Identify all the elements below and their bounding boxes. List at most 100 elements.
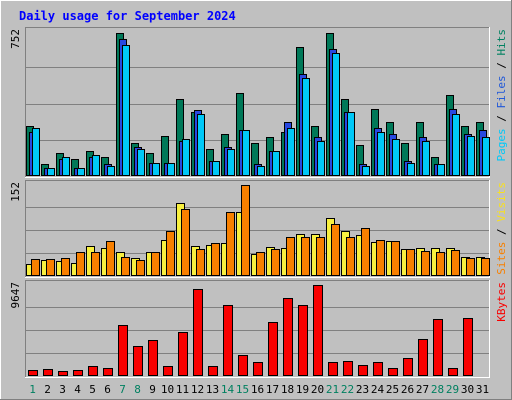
bar-visits-sites-day-19 [301,237,310,276]
bar-kbytes-kbytes-day-10 [163,366,173,376]
panel-hits: 752 Pages / Files / Hits [9,27,508,178]
panel-kbytes-legend-part: KBytes [495,282,508,322]
x-tick-label-day-23: 23 [356,383,369,396]
panel-hits-legend-label: Pages / Files / Hits [495,29,508,162]
bar-kbytes-kbytes-day-6 [103,368,113,376]
chart-panels: 752 Pages / Files / Hits 152 Sites / Visits… [9,27,508,378]
bar-hits-pages-day-28 [437,164,445,176]
bar-kbytes-kbytes-day-25 [388,368,398,376]
bar-hits-pages-day-2 [47,168,55,176]
bar-kbytes-kbytes-day-15 [238,355,248,376]
bar-visits-sites-day-13 [211,243,220,276]
bar-hits-pages-day-20 [317,141,325,176]
bar-visits-sites-day-17 [271,249,280,276]
bar-kbytes-kbytes-day-20 [313,285,323,376]
bar-visits-sites-day-8 [136,260,145,276]
bar-kbytes-kbytes-day-24 [373,362,383,376]
bar-visits-sites-day-22 [346,237,355,276]
bar-visits-sites-day-23 [361,228,370,276]
x-tick-label-day-13: 13 [206,383,219,396]
bar-visits-sites-day-21 [331,224,340,276]
bar-hits-pages-day-4 [77,168,85,176]
x-tick-label-day-19: 19 [296,383,309,396]
bar-hits-pages-day-25 [392,139,400,176]
bar-hits-pages-day-7 [122,45,130,176]
bar-hits-pages-day-26 [407,163,415,176]
x-tick-label-day-28: 28 [431,383,444,396]
bar-visits-sites-day-11 [181,209,190,276]
panel-hits-legend-part: / [495,56,508,76]
x-tick-label-day-29: 29 [446,383,459,396]
bar-visits-sites-day-29 [451,250,460,276]
bar-visits-sites-day-14 [226,212,235,276]
bar-hits-pages-day-13 [212,161,220,176]
x-tick-label-day-16: 16 [251,383,264,396]
panel-hits-legend-part: Pages [495,128,508,161]
bar-visits-sites-day-26 [406,249,415,276]
bar-kbytes-kbytes-day-7 [118,325,128,376]
x-tick-label-day-2: 2 [44,383,51,396]
bar-visits-sites-day-4 [76,252,85,276]
panel-hits-max-label: 752 [9,29,22,49]
bar-visits-sites-day-12 [196,249,205,276]
bar-kbytes-kbytes-day-28 [433,319,443,376]
bar-visits-sites-day-5 [91,252,100,276]
bar-visits-sites-day-16 [256,252,265,276]
panel-visits-legend-label: Sites / Visits [495,182,508,275]
x-tick-label-day-14: 14 [221,383,235,396]
bar-hits-pages-day-29 [452,114,460,176]
x-tick-label-day-20: 20 [311,383,324,396]
bar-hits-pages-day-3 [62,157,70,176]
bar-kbytes-kbytes-day-12 [193,289,203,376]
bar-hits-pages-day-1 [32,128,40,176]
panel-visits-legend-part: / [495,222,508,242]
bar-visits-sites-day-10 [166,231,175,276]
x-tick-label-day-15: 15 [236,383,249,396]
bar-hits-pages-day-5 [92,155,100,176]
bar-hits-pages-day-15 [242,130,250,176]
bar-kbytes-kbytes-day-23 [358,365,368,376]
panel-visits: 152 Sites / Visits [9,180,508,278]
x-tick-label-day-7: 7 [119,383,126,396]
bar-hits-pages-day-31 [482,137,490,176]
panel-hits-legend-part: Hits [495,29,508,56]
bar-hits-pages-day-24 [377,132,385,176]
bar-hits-pages-day-30 [467,136,475,176]
bar-visits-sites-day-3 [61,258,70,276]
bar-hits-pages-day-18 [287,128,295,176]
x-tick-label-day-25: 25 [386,383,399,396]
bar-kbytes-kbytes-day-1 [28,370,38,376]
bar-kbytes-kbytes-day-17 [268,322,278,376]
panel-hits-legend-part: / [495,109,508,129]
bar-kbytes-kbytes-day-3 [58,371,68,376]
bar-kbytes-kbytes-day-22 [343,361,353,376]
bar-kbytes-kbytes-day-8 [133,346,143,376]
panel-hits-legend-part: Files [495,75,508,108]
panel-kbytes: 9647 KBytes [9,280,508,378]
bar-visits-sites-day-7 [121,257,130,276]
x-tick-label-day-12: 12 [191,383,204,396]
bar-kbytes-kbytes-day-29 [448,368,458,376]
x-tick-label-day-11: 11 [176,383,189,396]
x-tick-label-day-26: 26 [401,383,414,396]
chart-title: Daily usage for September 2024 [19,9,236,23]
x-tick-label-day-9: 9 [149,383,156,396]
x-tick-label-day-24: 24 [371,383,385,396]
bar-kbytes-kbytes-day-2 [43,369,53,376]
x-tick-label-day-30: 30 [461,383,474,396]
bar-kbytes-kbytes-day-27 [418,339,428,376]
bar-visits-sites-day-20 [316,237,325,276]
panel-kbytes-legend-label: KBytes [495,282,508,322]
x-tick-label-day-1: 1 [29,383,36,396]
bar-visits-sites-day-2 [46,259,55,276]
bar-hits-pages-day-8 [137,149,145,176]
bar-hits-pages-day-9 [152,163,160,176]
x-tick-label-day-27: 27 [416,383,429,396]
bar-visits-sites-day-15 [241,185,250,276]
panel-kbytes-max-label: 9647 [9,282,22,309]
bar-visits-sites-day-27 [421,251,430,276]
bar-kbytes-kbytes-day-5 [88,366,98,376]
bar-kbytes-kbytes-day-26 [403,358,413,376]
bar-visits-sites-day-24 [376,240,385,276]
